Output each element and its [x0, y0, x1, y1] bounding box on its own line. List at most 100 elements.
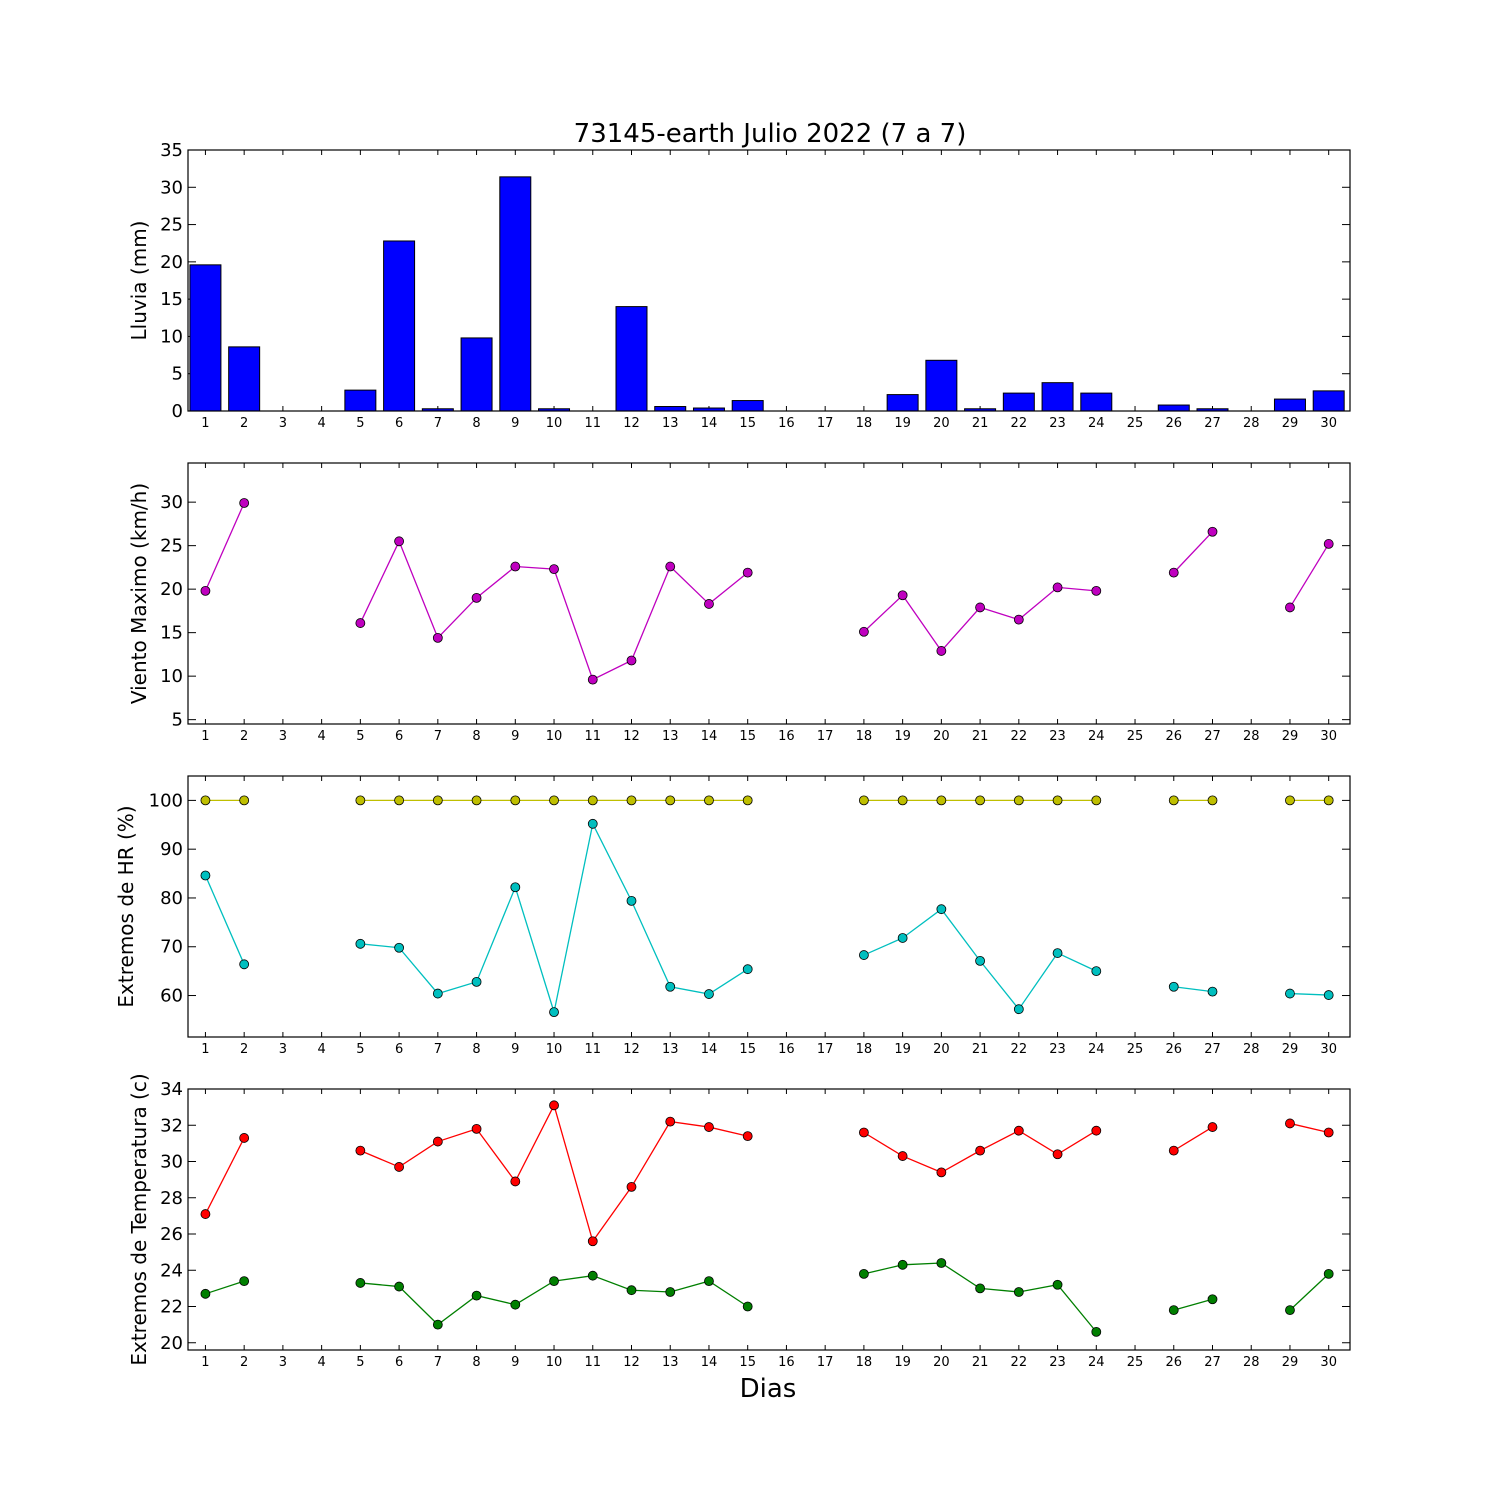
- series-1-point: [1013, 1125, 1024, 1136]
- ytick-label: 15: [160, 289, 183, 310]
- xtick-label: 3: [279, 1355, 287, 1370]
- series-1-point: [858, 626, 869, 637]
- series-2-line: [205, 1280, 245, 1295]
- xtick-label: 6: [395, 729, 403, 744]
- series-2-point: [1323, 1268, 1334, 1279]
- series-2-line: [204, 875, 245, 965]
- xtick-label: 25: [1127, 1042, 1144, 1057]
- xtick-label: 27: [1204, 1355, 1221, 1370]
- ytick-label: 20: [160, 252, 183, 273]
- xtick-label: 2: [240, 1355, 248, 1370]
- series-1-line: [1289, 543, 1330, 608]
- xtick-label: 7: [434, 1355, 442, 1370]
- series-1-point: [897, 1151, 908, 1161]
- series-2-point: [936, 1258, 947, 1268]
- series-1-line: [1173, 1126, 1213, 1152]
- series-1-point: [239, 498, 250, 508]
- xtick-label: 8: [472, 1355, 480, 1370]
- bar: [1273, 398, 1306, 412]
- series-2-point: [549, 1007, 559, 1018]
- series-2-point: [704, 1276, 714, 1287]
- xtick-label: 25: [1127, 416, 1144, 431]
- xtick-label: 8: [472, 1042, 480, 1057]
- xtick-label: 5: [356, 416, 364, 431]
- series-1-point: [1168, 1145, 1179, 1156]
- xtick-label: 18: [856, 416, 873, 431]
- series-1-point: [394, 536, 404, 547]
- xtick-label: 16: [778, 1355, 795, 1370]
- series-1-point: [510, 795, 521, 806]
- y-axis-label: Lluvia (mm): [127, 221, 151, 341]
- xtick-label: 23: [1049, 1355, 1066, 1370]
- ytick-label: 5: [172, 364, 183, 385]
- xtick-label: 13: [662, 1042, 679, 1057]
- series-2-point: [1323, 990, 1334, 1000]
- series-1-point: [1013, 795, 1024, 806]
- xtick-label: 4: [317, 1355, 325, 1370]
- bar: [1312, 390, 1345, 412]
- axes-frame: [187, 462, 1351, 725]
- series-1-point: [626, 795, 637, 806]
- xtick-label: 1: [201, 1355, 209, 1370]
- series-2-point: [549, 1276, 559, 1287]
- xtick-label: 29: [1282, 729, 1299, 744]
- xtick-label: 1: [201, 1042, 209, 1057]
- xtick-label: 28: [1243, 729, 1260, 744]
- xtick-label: 20: [933, 1355, 950, 1370]
- series-1-point: [704, 599, 714, 609]
- xtick-label: 30: [1320, 1042, 1337, 1057]
- xtick-label: 12: [623, 729, 640, 744]
- xtick-label: 18: [856, 1355, 873, 1370]
- series-2-point: [239, 959, 250, 970]
- series-1-point: [897, 590, 908, 601]
- series-1-line: [204, 1137, 245, 1215]
- y-axis-label: Extremos de Temperatura (c): [127, 1073, 151, 1365]
- series-1-point: [1168, 795, 1179, 806]
- xtick-label: 11: [584, 416, 601, 431]
- xtick-label: 18: [856, 729, 873, 744]
- series-2-point: [665, 981, 676, 992]
- ytick-label: 10: [160, 666, 183, 687]
- series-1-point: [1052, 1149, 1063, 1160]
- xtick-label: 12: [623, 1042, 640, 1057]
- series-1-point: [742, 567, 753, 578]
- xtick-label: 14: [701, 729, 718, 744]
- bar: [615, 306, 648, 412]
- ytick-label: 15: [160, 623, 183, 644]
- axes-frame: [187, 775, 1351, 1038]
- xtick-label: 16: [778, 729, 795, 744]
- xtick-label: 21: [972, 729, 989, 744]
- bar: [1041, 382, 1074, 412]
- xtick-label: 11: [584, 729, 601, 744]
- series-1-point: [858, 795, 869, 806]
- series-2-point: [936, 904, 947, 915]
- xtick-label: 26: [1165, 1042, 1182, 1057]
- series-1-point: [549, 564, 559, 575]
- series-2-point: [239, 1276, 250, 1287]
- series-2-point: [742, 1301, 753, 1312]
- series-1-point: [355, 795, 366, 806]
- series-2-point: [510, 1299, 521, 1310]
- series-1-point: [239, 1133, 250, 1143]
- xtick-label: 5: [356, 1042, 364, 1057]
- xtick-label: 10: [546, 1355, 563, 1370]
- xtick-label: 30: [1320, 416, 1337, 431]
- bar: [1080, 392, 1113, 412]
- xtick-label: 19: [894, 1042, 911, 1057]
- ytick-label: 25: [160, 536, 183, 557]
- xtick-label: 22: [1011, 1042, 1028, 1057]
- series-1-point: [1285, 795, 1295, 806]
- xtick-label: 10: [546, 1042, 563, 1057]
- bar: [499, 176, 532, 412]
- xtick-label: 12: [623, 416, 640, 431]
- xtick-label: 5: [356, 729, 364, 744]
- xtick-label: 11: [584, 1042, 601, 1057]
- ytick-label: 0: [172, 401, 183, 422]
- xtick-label: 9: [511, 1355, 519, 1370]
- bar: [228, 346, 261, 412]
- bar: [344, 389, 377, 412]
- series-2-point: [1013, 1004, 1024, 1015]
